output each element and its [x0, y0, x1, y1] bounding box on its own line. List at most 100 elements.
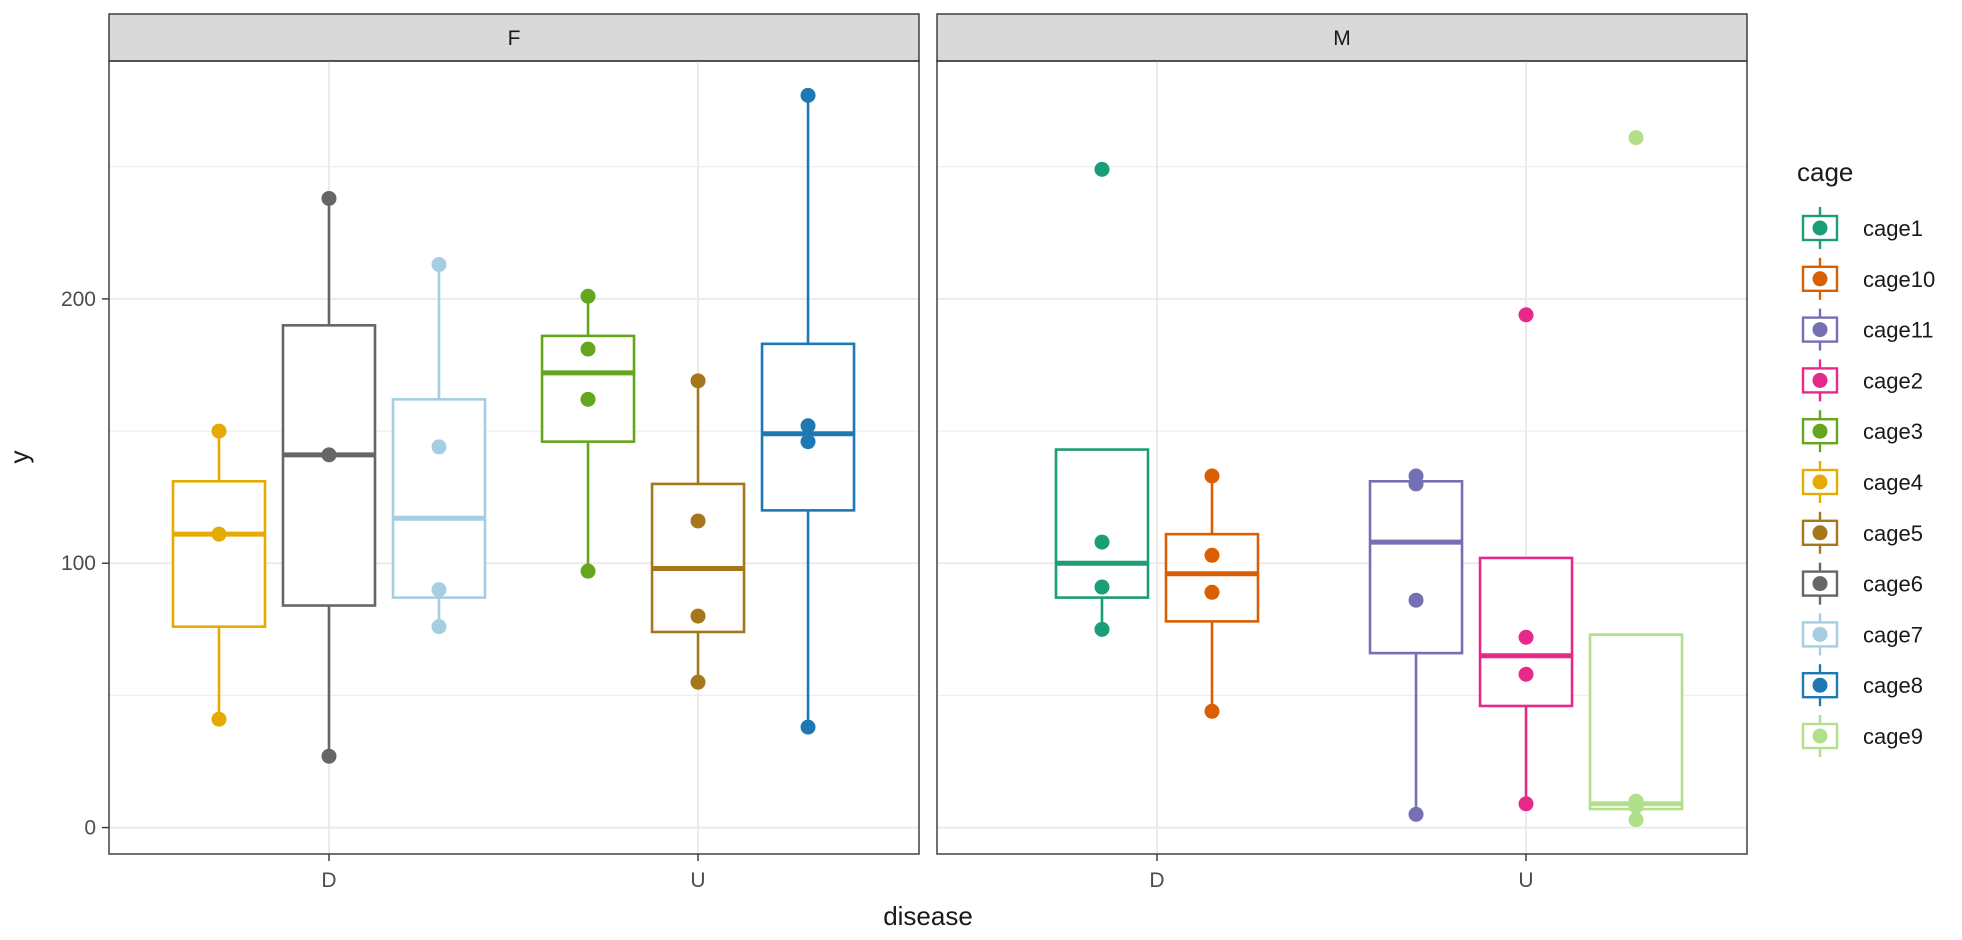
legend-label: cage4	[1863, 470, 1923, 495]
legend-key-box	[1801, 367, 1839, 394]
facet-strip-f	[108, 13, 920, 62]
x-tick-label-f-u: U	[690, 869, 705, 892]
data-point	[1204, 703, 1220, 719]
legend-key-point	[1812, 576, 1828, 592]
x-tick-label-m-d: D	[1149, 869, 1164, 892]
legend-item-cage1: cage1	[1800, 207, 1923, 249]
box-m-cage10	[1164, 468, 1260, 719]
legend-item-cage2: cage2	[1800, 359, 1923, 402]
data-point	[800, 418, 816, 434]
data-point	[1204, 547, 1220, 563]
panel-border-f	[108, 60, 920, 855]
box-f-cage4	[171, 423, 267, 727]
data-point	[1204, 584, 1220, 600]
legend-item-cage10: cage10	[1800, 257, 1935, 300]
box-body	[391, 398, 487, 599]
data-point	[1408, 592, 1424, 608]
box-body	[1054, 448, 1150, 599]
facet-panel-m: M D U	[936, 13, 1748, 892]
legend-key-point	[1812, 271, 1828, 287]
y-axis: 0 100 200	[61, 288, 109, 840]
data-point	[1518, 666, 1534, 682]
data-point	[690, 373, 706, 389]
data-point	[1628, 130, 1644, 146]
data-point	[211, 526, 227, 542]
legend-key-point	[1812, 220, 1828, 236]
facet-label-f: F	[508, 27, 521, 50]
box-body	[650, 482, 746, 634]
data-point	[211, 711, 227, 727]
legend-key-point	[1812, 677, 1828, 693]
box-f-cage8	[760, 87, 856, 735]
box-body	[1164, 532, 1260, 623]
data-point	[800, 87, 816, 103]
legend-key-point	[1812, 525, 1828, 541]
legend-key-point	[1812, 372, 1828, 388]
legend-label: cage5	[1863, 521, 1923, 546]
box-body	[1588, 633, 1684, 811]
data-point	[1518, 307, 1534, 323]
legend-item-cage7: cage7	[1800, 613, 1923, 656]
data-point	[1628, 793, 1644, 809]
data-point	[431, 582, 447, 598]
box-body	[1368, 479, 1464, 655]
legend-item-cage3: cage3	[1800, 410, 1923, 453]
legend-key-point	[1812, 423, 1828, 439]
data-point	[580, 288, 596, 304]
data-point	[800, 719, 816, 735]
data-point	[211, 423, 227, 439]
data-point	[321, 748, 337, 764]
data-point	[580, 563, 596, 579]
data-point	[321, 447, 337, 463]
data-point	[580, 341, 596, 357]
y-axis-title: y	[4, 451, 34, 464]
legend-label: cage2	[1863, 368, 1923, 393]
data-point	[690, 513, 706, 529]
legend-item-cage5: cage5	[1800, 511, 1923, 554]
legend-title: cage	[1797, 157, 1853, 187]
legend: cage cage1 cage10 cage11 cage2 cage3 cage4 cag…	[1797, 157, 1935, 757]
data-point	[800, 434, 816, 450]
data-point	[1518, 796, 1534, 812]
data-point	[431, 439, 447, 455]
data-point	[1094, 161, 1110, 177]
x-tick-label-m-u: U	[1518, 869, 1533, 892]
box-m-cage9	[1588, 130, 1684, 828]
legend-item-cage8: cage8	[1800, 664, 1923, 707]
x-tick-label-f-d: D	[321, 869, 336, 892]
data-point	[431, 257, 447, 273]
data-point	[321, 190, 337, 206]
data-point	[1408, 468, 1424, 484]
y-tick-label: 100	[61, 552, 96, 575]
data-point	[1094, 534, 1110, 550]
facet-panel-f: F D U	[108, 13, 920, 892]
legend-item-cage6: cage6	[1800, 562, 1923, 605]
box-f-cage5	[650, 373, 746, 690]
y-tick-label: 0	[84, 817, 96, 840]
data-point	[1628, 812, 1644, 828]
legend-label: cage10	[1863, 267, 1935, 292]
box-body	[171, 479, 267, 628]
y-tick-label: 200	[61, 288, 96, 311]
legend-key-point	[1812, 728, 1828, 744]
facet-strip-m	[936, 13, 1748, 62]
legend-item-cage9: cage9	[1800, 715, 1923, 757]
legend-item-cage11: cage11	[1800, 308, 1934, 351]
data-point	[1518, 629, 1534, 645]
box-f-cage6	[281, 190, 377, 764]
legend-key-box	[1801, 672, 1839, 699]
data-point	[690, 674, 706, 690]
x-axis-title: disease	[883, 901, 973, 931]
legend-label: cage1	[1863, 216, 1923, 241]
legend-key-box	[1801, 316, 1839, 343]
data-point	[580, 391, 596, 407]
legend-key-point	[1812, 626, 1828, 642]
data-point	[1204, 468, 1220, 484]
legend-label: cage11	[1863, 318, 1934, 343]
legend-key-box	[1801, 418, 1839, 445]
legend-label: cage7	[1863, 622, 1923, 647]
facet-label-m: M	[1333, 27, 1351, 50]
box-m-cage1	[1054, 161, 1150, 637]
legend-key-point	[1812, 474, 1828, 490]
